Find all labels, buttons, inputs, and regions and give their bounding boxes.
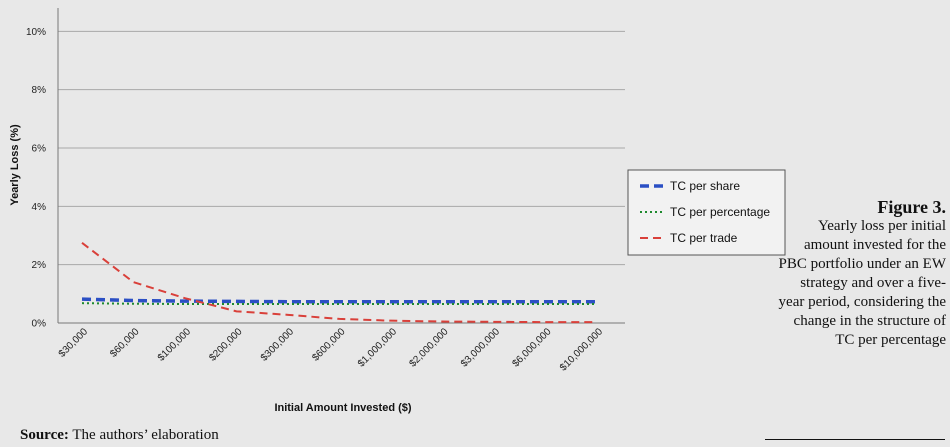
legend-label: TC per percentage bbox=[670, 205, 770, 219]
y-tick-label: 8% bbox=[32, 85, 47, 96]
y-tick-label: 10% bbox=[26, 27, 46, 38]
y-tick-label: 0% bbox=[32, 319, 47, 330]
caption-divider bbox=[765, 439, 945, 440]
y-axis-title: Yearly Loss (%) bbox=[9, 124, 21, 206]
figure-label: Figure 3. bbox=[877, 197, 946, 217]
series-line-tc-per-trade bbox=[81, 241, 597, 324]
axes bbox=[57, 8, 625, 324]
x-tick-label: $10,000,000 bbox=[558, 326, 605, 373]
x-tick-label: $60,000 bbox=[108, 326, 142, 360]
legend-label: TC per share bbox=[670, 179, 740, 193]
x-tick-label: $100,000 bbox=[156, 326, 194, 364]
x-tick-label: $6,000,000 bbox=[510, 326, 553, 369]
legend: TC per share TC per percentage TC per trad… bbox=[627, 169, 786, 256]
series-line-tc-per-share bbox=[81, 297, 597, 304]
x-tick-labels: $30,000 $60,000 $100,000 $200,000 $300,000 $6… bbox=[57, 326, 606, 373]
legend-box bbox=[627, 169, 786, 256]
x-tick-label: $300,000 bbox=[259, 326, 297, 364]
x-tick-label: $200,000 bbox=[207, 326, 245, 364]
x-axis-title: Initial Amount Invested ($) bbox=[274, 402, 411, 414]
figure-caption-text: Yearly loss per initial amount invested … bbox=[778, 218, 946, 348]
series-line-tc-per-percentage bbox=[81, 302, 597, 306]
series-lines bbox=[81, 241, 597, 324]
y-tick-label: 2% bbox=[32, 260, 47, 271]
figure-caption: Figure 3. Yearly loss per initial amount… bbox=[776, 198, 946, 350]
y-tick-labels: 0% 2% 4% 6% 8% 10% bbox=[26, 27, 46, 330]
x-tick-label: $600,000 bbox=[310, 326, 348, 364]
x-tick-label: $3,000,000 bbox=[459, 326, 502, 369]
legend-label: TC per trade bbox=[670, 231, 738, 245]
source-text: The authors’ elaboration bbox=[72, 427, 219, 443]
source-label: Source: bbox=[20, 427, 69, 443]
x-tick-label: $30,000 bbox=[57, 326, 91, 360]
gridlines bbox=[58, 30, 625, 266]
y-tick-label: 6% bbox=[32, 144, 47, 155]
x-tick-label: $2,000,000 bbox=[407, 326, 450, 369]
source-note: Source: The authors’ elaboration bbox=[20, 427, 219, 444]
x-tick-label: $1,000,000 bbox=[356, 326, 399, 369]
y-tick-label: 4% bbox=[32, 202, 47, 213]
